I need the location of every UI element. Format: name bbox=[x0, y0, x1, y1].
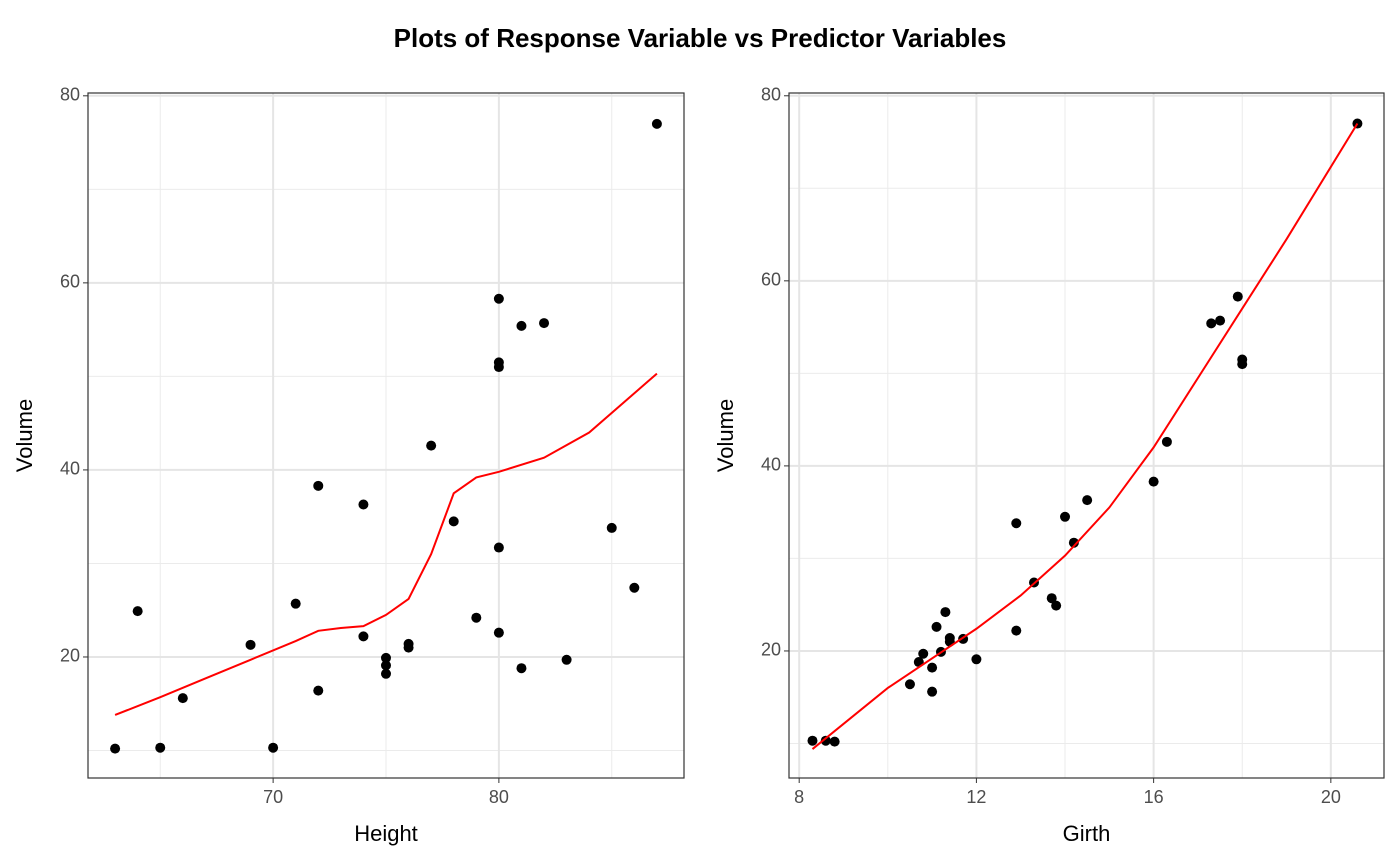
panel-border bbox=[87, 92, 685, 779]
point bbox=[1068, 537, 1079, 548]
x-axis-label: Height bbox=[354, 821, 418, 846]
point bbox=[381, 652, 391, 663]
point bbox=[381, 668, 391, 679]
smooth-line bbox=[811, 123, 1359, 750]
panel-border bbox=[788, 92, 1385, 779]
point bbox=[516, 663, 527, 674]
point bbox=[381, 660, 391, 671]
point bbox=[1011, 625, 1022, 636]
figure-title: Plots of Response Variable vs Predictor … bbox=[394, 23, 1007, 53]
y-tick-label: 20 bbox=[60, 646, 80, 666]
point bbox=[358, 499, 369, 510]
point bbox=[1060, 511, 1071, 522]
point bbox=[561, 654, 572, 665]
y-tick-label: 60 bbox=[761, 270, 781, 290]
point bbox=[931, 621, 942, 632]
x-tick-label: 20 bbox=[1321, 787, 1341, 807]
x-axis-label: Girth bbox=[1063, 821, 1111, 846]
point bbox=[110, 743, 121, 754]
point bbox=[493, 362, 504, 373]
point bbox=[155, 742, 166, 753]
y-tick-label: 60 bbox=[60, 272, 80, 292]
point bbox=[629, 582, 640, 593]
point bbox=[606, 522, 617, 533]
point bbox=[177, 693, 188, 704]
x-tick-label: 70 bbox=[263, 787, 283, 807]
y-axis-label: Volume bbox=[713, 399, 738, 472]
point bbox=[268, 742, 279, 753]
point bbox=[1352, 118, 1363, 129]
y-tick-label: 80 bbox=[60, 85, 80, 105]
point bbox=[918, 648, 929, 659]
point bbox=[807, 735, 818, 746]
point bbox=[927, 686, 938, 697]
point bbox=[493, 293, 504, 304]
x-tick-label: 16 bbox=[1144, 787, 1164, 807]
point bbox=[426, 440, 437, 451]
point bbox=[245, 639, 256, 650]
point bbox=[1206, 318, 1217, 329]
point bbox=[1232, 291, 1243, 302]
point bbox=[1161, 436, 1172, 447]
point bbox=[132, 606, 143, 617]
point bbox=[1237, 359, 1248, 370]
point bbox=[358, 631, 369, 642]
point bbox=[1148, 476, 1159, 487]
point bbox=[493, 627, 504, 638]
point bbox=[1051, 600, 1062, 611]
point bbox=[1215, 315, 1226, 326]
point bbox=[944, 633, 955, 644]
point bbox=[313, 685, 324, 696]
y-axis-label: Volume bbox=[12, 399, 37, 472]
point bbox=[493, 542, 504, 553]
point bbox=[820, 735, 831, 746]
point bbox=[1082, 495, 1093, 506]
point bbox=[927, 662, 938, 673]
y-tick-label: 80 bbox=[761, 85, 781, 105]
x-tick-label: 80 bbox=[489, 787, 509, 807]
point bbox=[403, 638, 414, 649]
point bbox=[516, 320, 527, 331]
point bbox=[904, 679, 915, 690]
point bbox=[1011, 518, 1022, 529]
y-tick-label: 40 bbox=[761, 455, 781, 475]
x-tick-label: 8 bbox=[794, 787, 804, 807]
point bbox=[829, 736, 840, 747]
point bbox=[971, 654, 982, 665]
smooth-line bbox=[114, 372, 658, 716]
point bbox=[290, 598, 301, 609]
point bbox=[448, 516, 459, 527]
point bbox=[651, 118, 662, 129]
point bbox=[313, 480, 324, 491]
x-tick-label: 12 bbox=[966, 787, 986, 807]
point bbox=[471, 612, 482, 623]
y-tick-label: 40 bbox=[60, 459, 80, 479]
point bbox=[1046, 593, 1057, 604]
y-tick-label: 20 bbox=[761, 640, 781, 660]
point bbox=[539, 318, 550, 329]
point bbox=[940, 607, 951, 618]
